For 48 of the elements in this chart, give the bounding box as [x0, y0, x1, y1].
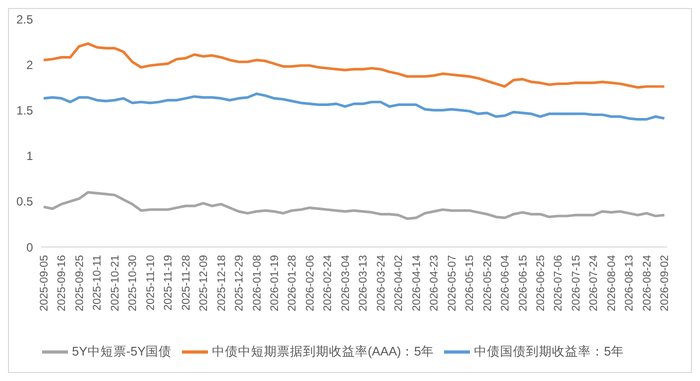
line-series	[42, 42, 666, 89]
line-series	[42, 190, 666, 220]
x-tick-label: 2025-10-21	[109, 255, 122, 312]
x-tick-label: 2025-12-09	[198, 255, 210, 312]
x-tick-label: 2025-10-30	[127, 255, 140, 312]
x-tick-label: 2026-08-04	[606, 255, 618, 312]
x-tick-label: 2025-11-28	[180, 255, 192, 310]
legend-label: 5Y中短票-5Y国债	[72, 344, 172, 358]
x-tick-label: 2026-07-06	[552, 255, 565, 312]
x-tick-label: 2026-07-15	[570, 255, 582, 312]
x-tick-label: 2025-12-18	[216, 255, 228, 312]
x-tick-label: 2025-09-05	[38, 255, 50, 312]
legend-label: 中债中短期票据到期收益率(AAA)：5年	[212, 344, 434, 358]
y-tick-label: 1	[26, 149, 34, 164]
y-tick-label: 0	[26, 240, 34, 254]
x-tick-label: 2026-01-08	[251, 255, 264, 312]
x-tick-label: 2026-09-02	[659, 255, 672, 312]
x-tick-label: 2026-05-26	[482, 255, 494, 312]
x-tick-label: 2026-06-25	[535, 255, 548, 312]
x-tick-label: 2026-03-24	[375, 255, 388, 312]
line-series	[42, 92, 666, 121]
x-tick-label: 2025-09-16	[56, 255, 68, 312]
x-tick-label: 2026-05-15	[464, 255, 476, 312]
y-tick-label: 0.5	[16, 194, 34, 209]
y-tick-label: 2	[26, 58, 34, 72]
x-tick-label: 2026-03-04	[340, 255, 352, 312]
x-tick-label: 2026-08-13	[624, 255, 636, 312]
x-tick-label: 2026-04-02	[393, 255, 406, 312]
x-tick-label: 2026-01-28	[286, 255, 299, 312]
x-tick-label: 2026-06-04	[500, 255, 512, 312]
x-tick-label: 2025-12-29	[234, 255, 246, 312]
x-tick-label: 2026-04-23	[428, 255, 441, 312]
x-tick-label: 2025-11-19	[162, 255, 175, 310]
x-tick-label: 2026-07-24	[588, 255, 600, 312]
x-tick-label: 2026-05-07	[446, 255, 458, 312]
x-tick-label: 2026-06-15	[517, 255, 530, 312]
x-tick-label: 2026-01-19	[269, 255, 282, 312]
y-tick-label: 2.5	[16, 12, 34, 26]
x-tick-label: 2025-11-10	[144, 255, 157, 310]
x-tick-label: 2026-04-14	[410, 255, 423, 312]
y-tick-label: 1.5	[16, 103, 34, 118]
x-tick-label: 2026-02-24	[322, 255, 334, 312]
x-tick-label: 2025-09-25	[74, 255, 86, 312]
x-tick-label: 2026-02-06	[304, 255, 316, 312]
legend-label: 中债国债到期收益率：5年	[474, 344, 624, 358]
x-tick-label: 2026-03-13	[358, 255, 370, 312]
x-tick-label: 2025-10-11	[92, 255, 104, 310]
x-tick-label: 2026-08-24	[641, 255, 654, 312]
